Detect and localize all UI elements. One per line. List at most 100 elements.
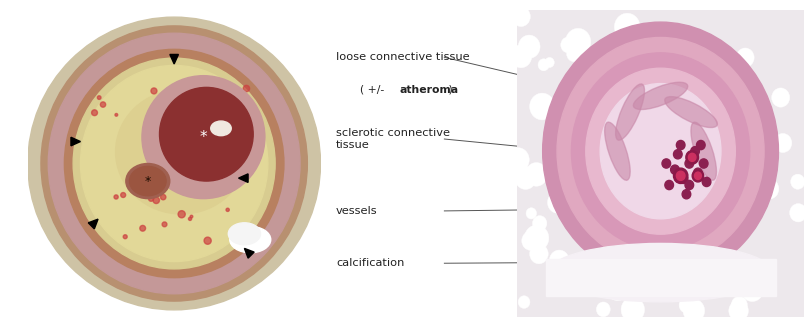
Circle shape [662,159,671,168]
Circle shape [512,7,531,26]
Text: *: * [145,175,151,188]
Ellipse shape [230,226,271,253]
Text: sclerotic connective
tissue: sclerotic connective tissue [336,128,450,150]
Circle shape [665,181,673,190]
Circle shape [189,94,191,97]
Circle shape [611,137,625,151]
Ellipse shape [228,223,261,245]
Circle shape [198,191,202,196]
Circle shape [515,166,536,189]
Circle shape [658,127,671,141]
Circle shape [697,141,706,150]
Ellipse shape [665,97,718,128]
Circle shape [160,87,254,181]
Ellipse shape [73,58,275,269]
Circle shape [760,179,778,199]
Ellipse shape [616,84,645,140]
Circle shape [628,147,652,173]
Circle shape [726,157,739,171]
Text: vessels: vessels [336,206,377,216]
Circle shape [686,151,698,164]
Circle shape [686,88,700,103]
Circle shape [774,133,792,152]
Circle shape [702,177,711,186]
Circle shape [732,132,757,157]
Circle shape [694,172,701,180]
Circle shape [97,96,101,99]
Circle shape [526,163,548,186]
Bar [546,259,776,296]
Circle shape [637,221,647,231]
Circle shape [750,120,772,144]
Ellipse shape [211,121,231,136]
Ellipse shape [691,122,716,180]
Circle shape [615,13,640,41]
Circle shape [673,168,688,183]
Ellipse shape [130,166,166,196]
Circle shape [175,147,177,150]
Circle shape [226,208,229,212]
Circle shape [722,214,746,239]
Circle shape [679,297,694,313]
Polygon shape [88,219,98,229]
Circle shape [691,146,699,156]
Circle shape [659,104,670,116]
Circle shape [568,77,579,90]
Circle shape [601,44,615,59]
Circle shape [115,113,117,116]
Ellipse shape [571,53,750,250]
Circle shape [160,195,166,200]
Ellipse shape [633,82,688,110]
Circle shape [178,211,185,218]
Circle shape [121,193,126,198]
Circle shape [602,282,616,297]
Circle shape [100,102,105,107]
Text: atheroma: atheroma [399,85,458,95]
Circle shape [545,58,554,67]
Circle shape [588,91,603,107]
Circle shape [616,226,638,250]
Ellipse shape [49,33,300,294]
Circle shape [741,278,764,301]
Circle shape [682,190,691,199]
Text: loose connective tissue: loose connective tissue [336,52,470,62]
Circle shape [549,250,569,271]
Circle shape [190,215,193,218]
Circle shape [643,183,654,195]
Circle shape [729,301,748,321]
Ellipse shape [605,122,630,180]
Circle shape [722,163,740,183]
Circle shape [772,88,790,107]
Text: ): ) [446,85,454,95]
Circle shape [153,197,160,203]
Circle shape [561,37,576,53]
Circle shape [621,297,645,322]
Circle shape [165,116,168,119]
Polygon shape [239,174,248,182]
Circle shape [607,276,629,301]
Circle shape [642,56,654,70]
Circle shape [215,89,222,96]
Circle shape [680,30,697,49]
Circle shape [114,195,118,199]
Circle shape [530,244,548,264]
Circle shape [671,193,683,205]
Circle shape [162,222,167,227]
Text: ( +/-: ( +/- [360,85,392,95]
Circle shape [530,93,555,120]
Circle shape [140,225,146,231]
Circle shape [578,136,595,156]
Ellipse shape [557,38,764,265]
Circle shape [559,167,576,186]
Circle shape [567,46,582,62]
Circle shape [736,48,754,67]
Circle shape [251,118,254,121]
Circle shape [654,107,674,128]
Circle shape [565,28,590,55]
Circle shape [518,296,530,308]
Circle shape [569,187,595,213]
Circle shape [649,222,659,232]
Circle shape [148,196,154,201]
Circle shape [685,137,708,161]
Circle shape [731,296,748,314]
